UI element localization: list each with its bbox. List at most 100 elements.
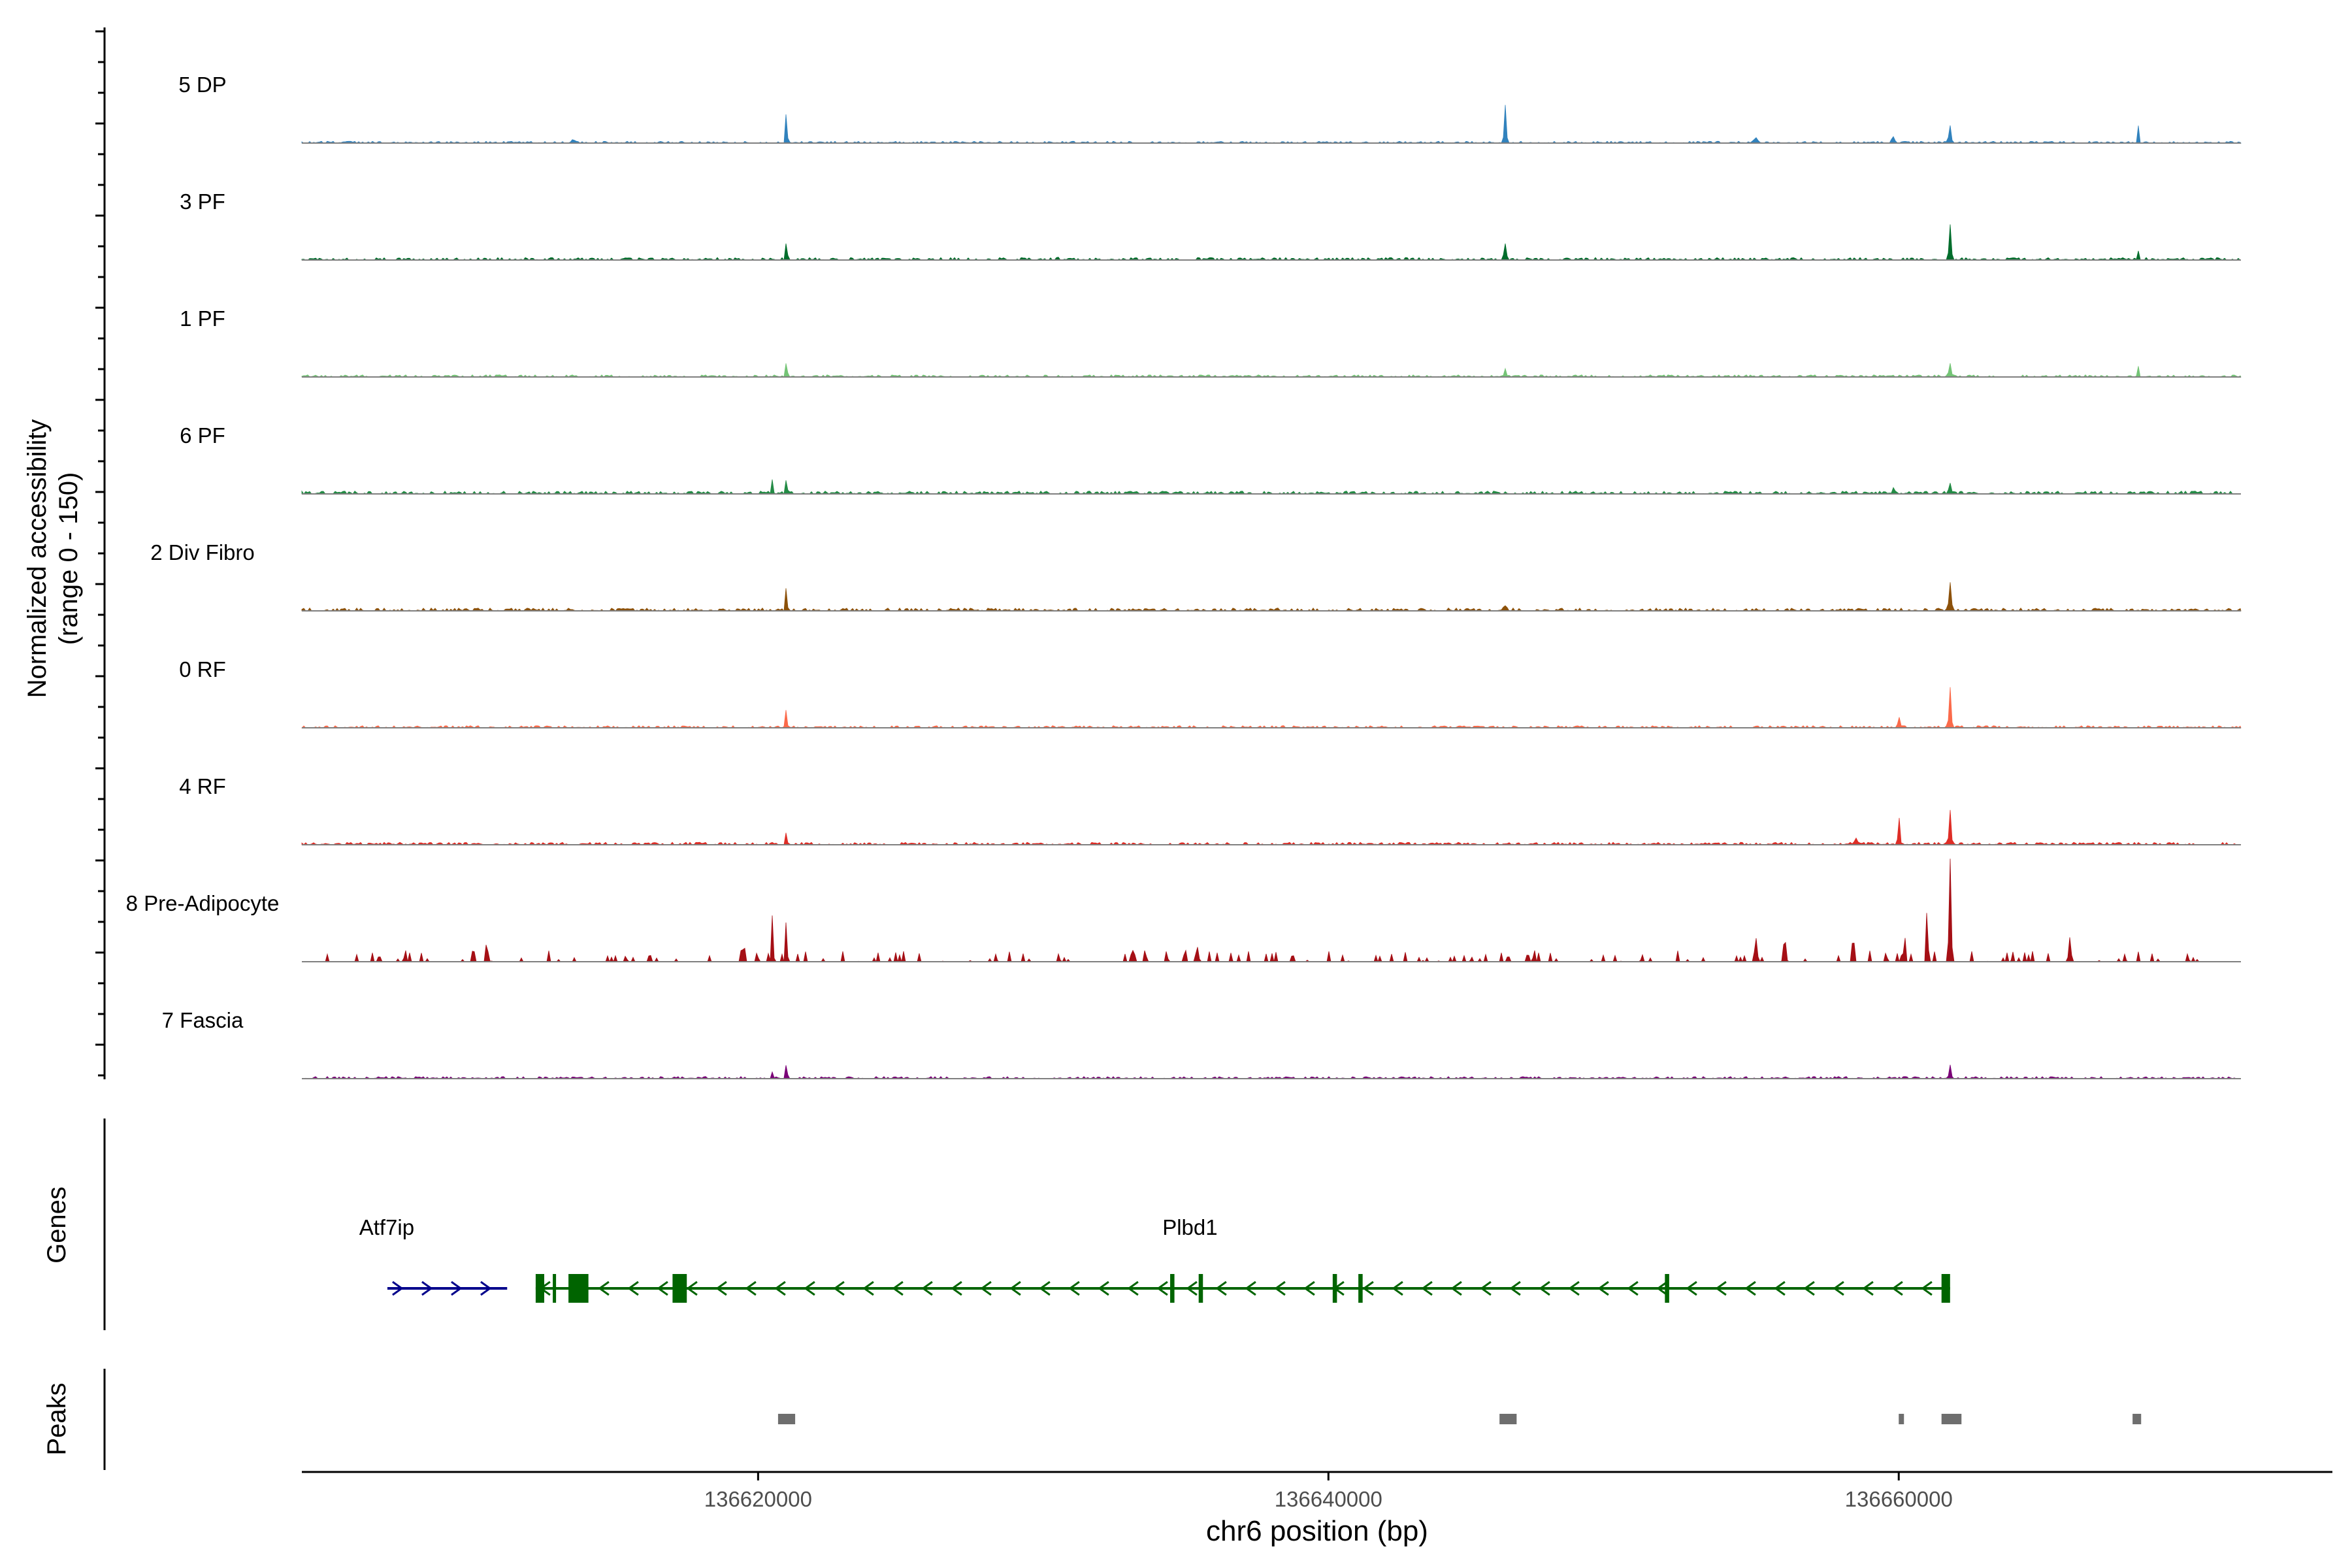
x-tick-label: 136640000 xyxy=(1275,1487,1382,1511)
strand-arrow xyxy=(1215,1281,1227,1296)
exon xyxy=(1665,1274,1669,1303)
strand-arrow xyxy=(686,1281,698,1296)
strand-arrow xyxy=(1245,1281,1256,1296)
y-axis-label-line1: Normalized accessibility xyxy=(23,419,52,698)
strand-arrow xyxy=(1274,1281,1286,1296)
strand-arrow xyxy=(1421,1281,1433,1296)
strand-arrow xyxy=(1039,1281,1051,1296)
genes-axis-label: Genes xyxy=(42,1186,71,1264)
track-label: 0 RF xyxy=(179,657,226,681)
peak-region xyxy=(1941,1414,1962,1424)
strand-arrow xyxy=(1098,1281,1109,1296)
strand-arrow xyxy=(1480,1281,1492,1296)
strand-arrow xyxy=(1891,1281,1903,1296)
strand-arrow xyxy=(1303,1281,1315,1296)
coverage-signal xyxy=(301,809,2242,845)
track-label: 3 PF xyxy=(180,189,225,214)
strand-arrow xyxy=(657,1281,668,1296)
exon xyxy=(1332,1274,1337,1303)
strand-arrow xyxy=(1597,1281,1609,1296)
strand-arrow xyxy=(1186,1281,1198,1296)
strand-arrow xyxy=(421,1281,433,1296)
coverage-signal xyxy=(301,224,2241,261)
peak-region xyxy=(2132,1414,2142,1424)
peak-region xyxy=(1899,1414,1904,1424)
track-label: 7 Fascia xyxy=(162,1008,244,1032)
track-8-pre-adipocyte: 8 Pre-Adipocyte xyxy=(126,858,2241,963)
track-6-pf: 6 PF xyxy=(180,423,2241,495)
coverage-tracks: 5 DP 3 PF 1 PF 6 PF 2 Div Fibro 0 RF 4 RF 8 Pre… xyxy=(126,73,2242,1079)
strand-arrow xyxy=(1833,1281,1844,1296)
exon xyxy=(1358,1274,1363,1303)
strand-arrow xyxy=(480,1281,492,1296)
strand-arrow xyxy=(1362,1281,1374,1296)
strand-arrow xyxy=(1715,1281,1727,1296)
coverage-y-axis-ticks xyxy=(95,30,105,1077)
strand-arrow xyxy=(1392,1281,1403,1296)
exon xyxy=(535,1274,544,1303)
track-label: 5 DP xyxy=(178,73,226,97)
strand-arrow xyxy=(1539,1281,1550,1296)
strand-arrow xyxy=(862,1281,874,1296)
strand-arrow xyxy=(833,1281,845,1296)
strand-arrow xyxy=(627,1281,639,1296)
coverage-signal xyxy=(301,363,2242,378)
coverage-signal xyxy=(301,105,2242,144)
exon xyxy=(568,1274,589,1303)
peak-region xyxy=(1499,1414,1517,1424)
track-label: 4 RF xyxy=(179,774,226,798)
strand-arrow xyxy=(892,1281,904,1296)
peak-region xyxy=(777,1414,796,1424)
strand-arrow xyxy=(1450,1281,1462,1296)
coverage-signal xyxy=(301,687,2242,728)
strand-arrow xyxy=(1803,1281,1815,1296)
x-tick-label: 136620000 xyxy=(704,1487,812,1511)
y-axis-label-line2: (range 0 - 150) xyxy=(54,472,83,645)
strand-arrow xyxy=(451,1281,463,1296)
strand-arrow xyxy=(1656,1281,1668,1296)
gene-label: Plbd1 xyxy=(1162,1215,1217,1239)
y-axis-label: Normalized accessibility (range 0 - 150) xyxy=(23,419,83,698)
track-3-pf: 3 PF xyxy=(180,189,2241,261)
gene-label: Atf7ip xyxy=(359,1215,414,1239)
exon xyxy=(1198,1274,1203,1303)
strand-arrow xyxy=(745,1281,757,1296)
strand-arrow xyxy=(1156,1281,1168,1296)
gene-atf7ip: Atf7ip xyxy=(359,1215,508,1296)
strand-arrow xyxy=(1744,1281,1756,1296)
track-1-pf: 1 PF xyxy=(180,306,2242,378)
exon xyxy=(1941,1274,1950,1303)
track-label: 8 Pre-Adipocyte xyxy=(126,891,280,915)
strand-arrow xyxy=(1686,1281,1697,1296)
track-label: 1 PF xyxy=(180,306,225,331)
x-axis-label: chr6 position (bp) xyxy=(1206,1515,1428,1547)
gene-plbd1: Plbd1 xyxy=(535,1215,1950,1303)
strand-arrow xyxy=(1921,1281,1933,1296)
x-tick-label: 136660000 xyxy=(1845,1487,1953,1511)
strand-arrow xyxy=(1509,1281,1521,1296)
strand-arrow xyxy=(715,1281,727,1296)
strand-arrow xyxy=(1862,1281,1874,1296)
track-label: 2 Div Fibro xyxy=(150,540,255,564)
x-axis-ticks: 136620000 136640000 136660000 xyxy=(704,1472,1953,1511)
peaks-axis-label: Peaks xyxy=(42,1382,71,1455)
strand-arrow xyxy=(1068,1281,1080,1296)
strand-arrow xyxy=(598,1281,610,1296)
strand-arrow xyxy=(921,1281,933,1296)
exon xyxy=(553,1274,557,1303)
peaks-panel: Peaks xyxy=(42,1369,2142,1470)
coverage-y-axis xyxy=(95,27,106,1079)
peak-regions xyxy=(777,1414,2142,1424)
exon xyxy=(672,1274,687,1303)
track-2-div-fibro: 2 Div Fibro xyxy=(150,540,2242,612)
track-5-dp: 5 DP xyxy=(178,73,2242,144)
strand-arrow xyxy=(804,1281,815,1296)
genes-panel: Genes Atf7ip Plbd1 xyxy=(42,1119,1950,1330)
track-4-rf: 4 RF xyxy=(179,774,2242,845)
coverage-signal xyxy=(302,858,2241,963)
coverage-signal xyxy=(301,582,2242,612)
track-0-rf: 0 RF xyxy=(179,657,2242,728)
x-axis: 136620000 136640000 136660000 chr6 positio… xyxy=(302,1471,2332,1547)
strand-arrow xyxy=(1009,1281,1021,1296)
